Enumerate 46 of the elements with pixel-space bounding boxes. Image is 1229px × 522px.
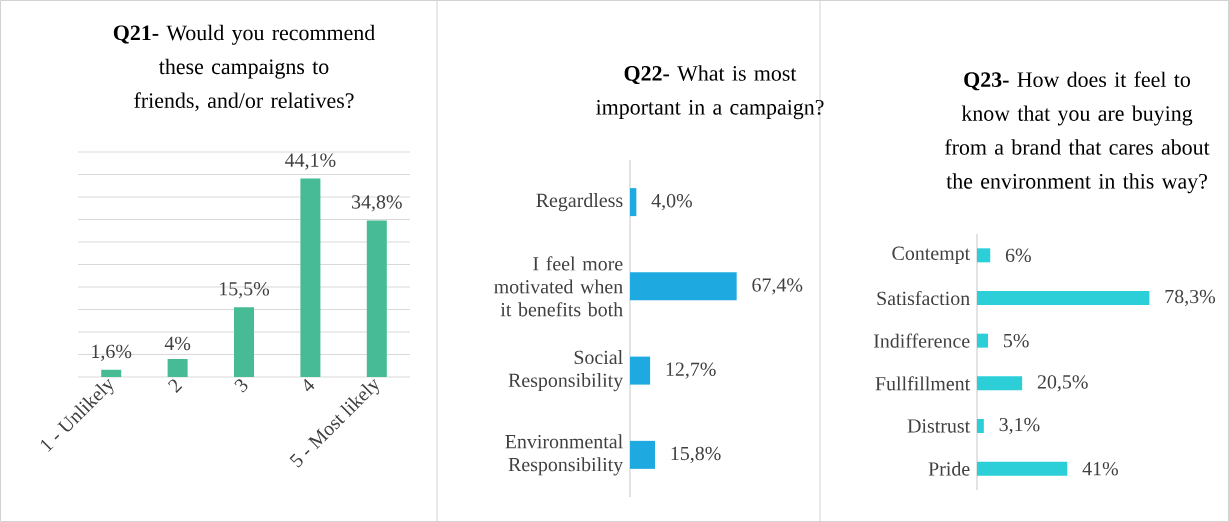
y-tick-label: Social Responsibility bbox=[508, 350, 624, 392]
data-label: 15,5% bbox=[220, 282, 270, 299]
bar bbox=[630, 356, 651, 385]
bar bbox=[977, 461, 1068, 476]
bar bbox=[101, 369, 122, 377]
bar bbox=[977, 333, 989, 348]
chart-title: Q21- Would you recommend these campaigns to friends, and/or relatives? bbox=[113, 24, 375, 112]
data-label: 6% bbox=[1005, 248, 1031, 263]
y-tick-label: Pride bbox=[928, 461, 970, 476]
x-tick-label: 3 bbox=[234, 379, 248, 393]
bar bbox=[630, 188, 637, 217]
y-tick-label: I feel more motivated when it benefits both bbox=[494, 256, 623, 317]
data-label: 34,8% bbox=[352, 195, 402, 212]
data-label: 41% bbox=[1082, 461, 1118, 476]
data-label: 4,0% bbox=[651, 193, 693, 211]
data-label: 67,4% bbox=[752, 278, 803, 295]
bar bbox=[977, 376, 1023, 391]
bar bbox=[977, 290, 1150, 305]
bar bbox=[167, 358, 188, 377]
y-tick-label: Environmental Responsibility bbox=[505, 434, 624, 476]
y-tick-label: Satisfaction bbox=[877, 290, 970, 306]
y-tick-label: Fullfillment bbox=[875, 376, 971, 391]
data-label: 1,6% bbox=[92, 344, 132, 361]
chart-title: Q22- What is most important in a campaign? bbox=[596, 65, 824, 120]
y-tick-label: Regardless bbox=[536, 193, 623, 212]
data-label: 15,8% bbox=[671, 446, 721, 464]
y-tick-label: Distrust bbox=[907, 419, 971, 433]
bar bbox=[300, 178, 321, 377]
data-label: 44,1% bbox=[285, 153, 336, 170]
x-tick-label: 4 bbox=[304, 378, 315, 392]
data-label: 20,5% bbox=[1037, 375, 1088, 392]
bar bbox=[630, 440, 656, 469]
data-label: 12,7% bbox=[666, 362, 716, 379]
bar bbox=[977, 418, 984, 433]
bar bbox=[977, 248, 991, 263]
bar bbox=[366, 220, 387, 377]
x-tick-label: 2 bbox=[167, 379, 183, 393]
data-label: 78,3% bbox=[1165, 289, 1216, 307]
data-label: 4% bbox=[164, 336, 191, 351]
chart-title: Q23- How does it feel to know that you are buying from a brand that cares about the environment in this way? bbox=[945, 71, 1210, 194]
bar bbox=[630, 272, 737, 301]
y-tick-label: Indifference bbox=[873, 333, 970, 348]
data-label: 3,1% bbox=[999, 417, 1040, 435]
data-label: 5% bbox=[1004, 333, 1029, 348]
bar bbox=[234, 307, 255, 377]
y-tick-label: Contempt bbox=[892, 246, 971, 265]
